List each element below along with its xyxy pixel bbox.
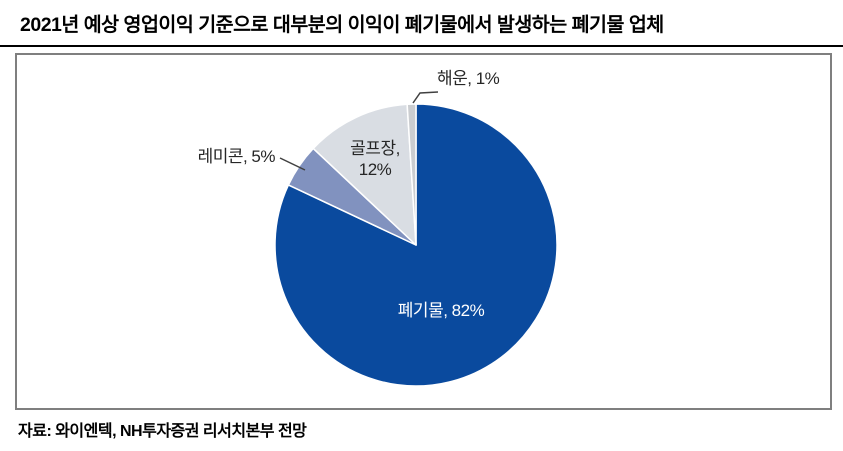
chart-frame: 해운, 1% 레미콘, 5% 골프장, 12% 폐기물, 82% (15, 53, 832, 410)
leader-line-remicon (279, 157, 306, 171)
label-remicon: 레미콘, 5% (197, 147, 276, 166)
label-golf-course-line1: 골프장, (350, 139, 400, 158)
pie-chart-svg (274, 91, 558, 387)
figure-title: 2021년 예상 영업이익 기준으로 대부분의 이익이 폐기물에서 발생하는 폐… (20, 14, 664, 36)
title-divider (0, 45, 843, 47)
pie-slice-golf-course (312, 103, 417, 246)
label-waste: 폐기물, 82% (397, 301, 485, 320)
source-note: 자료: 와이엔텍, NH투자증권 리서치본부 전망 (18, 423, 307, 440)
pie-slice-shipping (406, 103, 417, 246)
label-golf-course-line2: 12% (358, 160, 392, 179)
label-golf-course: 골프장, 12% (337, 138, 413, 180)
label-shipping: 해운, 1% (437, 69, 500, 88)
leader-line-shipping (412, 91, 439, 104)
